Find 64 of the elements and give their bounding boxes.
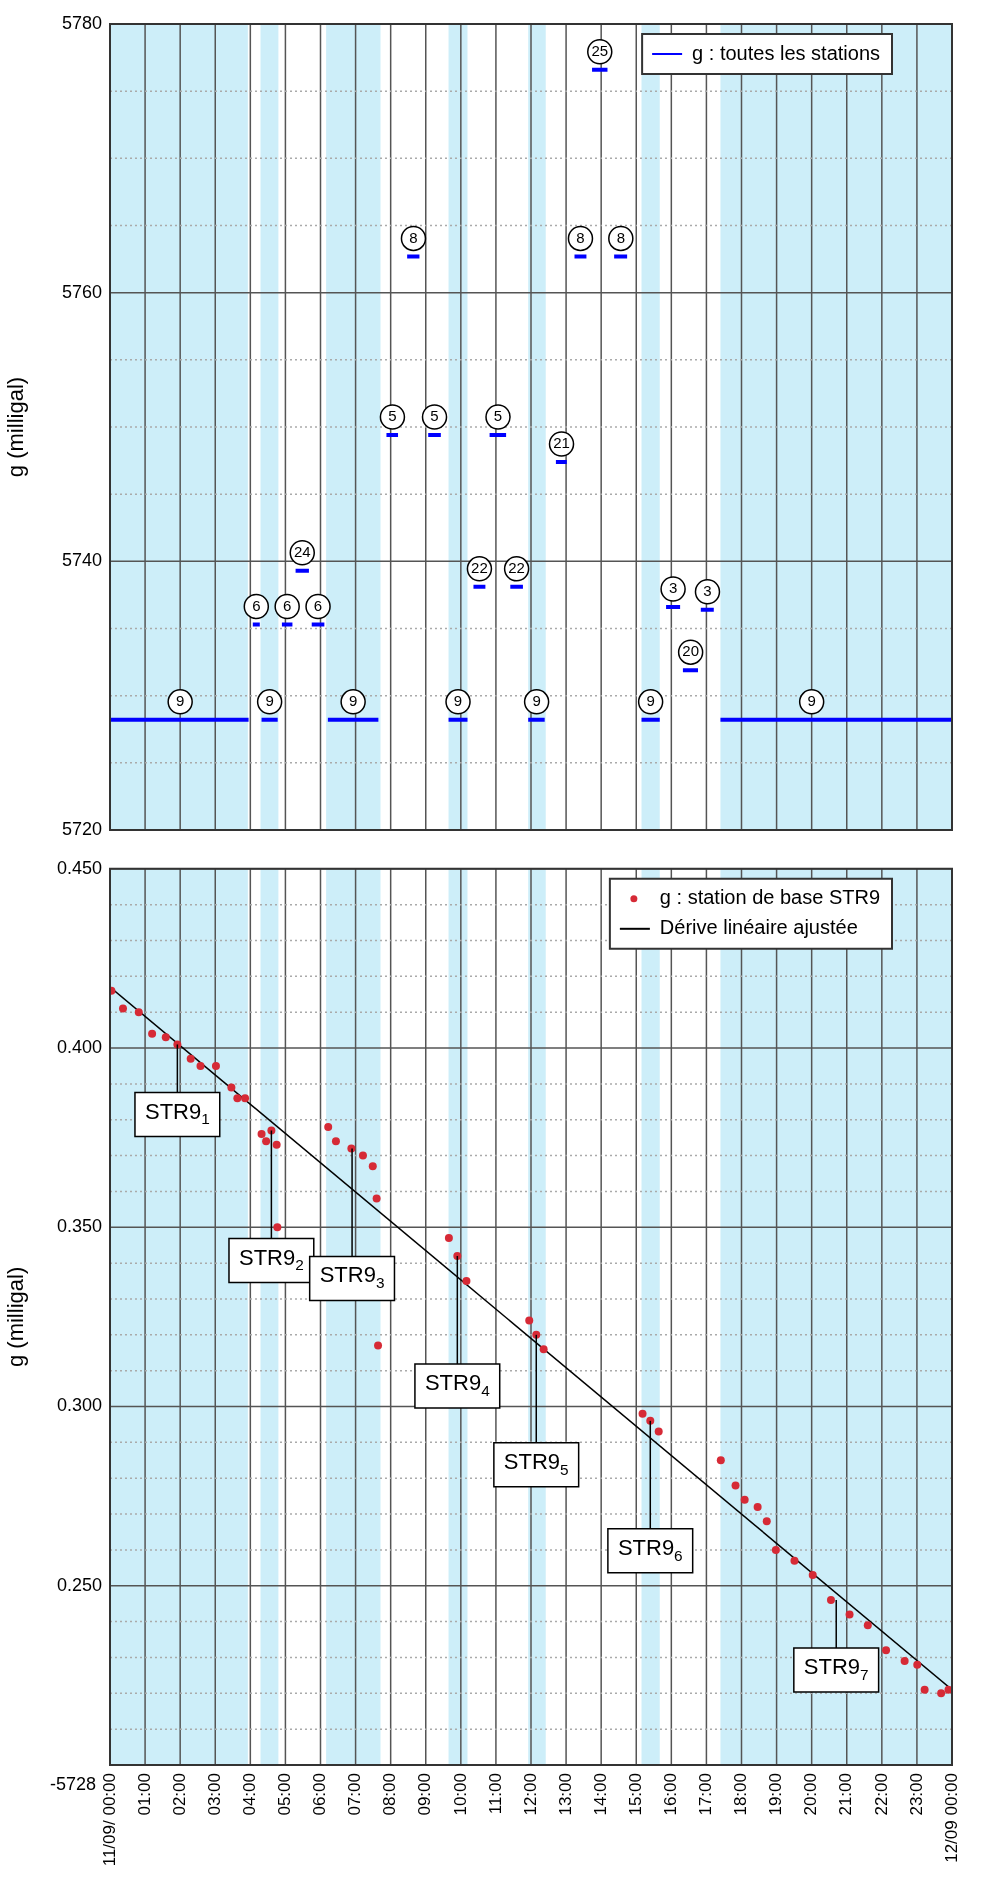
x-tick-label: 18:00 bbox=[731, 1773, 751, 1816]
annotation: 8 bbox=[616, 228, 625, 246]
x-tick-label: 15:00 bbox=[625, 1773, 645, 1816]
x-tick-label: 02:00 bbox=[169, 1773, 189, 1816]
annotation: 9 bbox=[176, 691, 185, 709]
x-tick-label: 12/09 00:00 bbox=[941, 1773, 961, 1863]
y-tick-label: 5780 bbox=[61, 12, 102, 33]
y-tick-label: 5740 bbox=[61, 550, 102, 571]
annotation: 6 bbox=[252, 596, 261, 614]
annotation: 8 bbox=[576, 228, 585, 246]
legend-label: Dérive linéaire ajustée bbox=[659, 916, 858, 939]
x-tick-label: 14:00 bbox=[590, 1773, 610, 1816]
x-tick-label: 11/09/ 00:00 bbox=[99, 1773, 119, 1867]
annotation: 6 bbox=[313, 596, 323, 614]
annotation: 9 bbox=[453, 691, 463, 709]
y-tick-label: 0.400 bbox=[56, 1037, 102, 1058]
x-tick-label: 10:00 bbox=[450, 1773, 470, 1816]
annotation: 22 bbox=[508, 559, 525, 576]
text: -5728 bbox=[49, 1773, 97, 1794]
annotation: 21 bbox=[553, 434, 570, 452]
annotation: 20 bbox=[682, 642, 699, 660]
annotation: 3 bbox=[703, 581, 712, 599]
x-tick-label: 13:00 bbox=[555, 1773, 575, 1816]
legend-label: g : toutes les stations bbox=[692, 41, 881, 64]
x-tick-label: 05:00 bbox=[275, 1773, 295, 1816]
annotation: 24 bbox=[293, 542, 311, 560]
annotation: 9 bbox=[348, 691, 358, 709]
annotation: 9 bbox=[265, 691, 274, 709]
y-tick-label: 0.250 bbox=[56, 1574, 102, 1595]
x-tick-label: 08:00 bbox=[380, 1773, 400, 1816]
x-tick-label: 20:00 bbox=[801, 1773, 821, 1816]
y-tick-label: 0.350 bbox=[56, 1216, 102, 1237]
annotation: 3 bbox=[668, 579, 678, 597]
annotation: 22 bbox=[471, 559, 488, 576]
x-tick-label: 11:00 bbox=[485, 1773, 505, 1815]
x-tick-label: 07:00 bbox=[345, 1773, 365, 1816]
x-tick-label: 16:00 bbox=[661, 1773, 681, 1816]
x-tick-label: 03:00 bbox=[204, 1773, 224, 1816]
annotation: 5 bbox=[430, 407, 439, 425]
x-tick-label: 12:00 bbox=[520, 1773, 540, 1816]
legend-label: g : station de base STR9 bbox=[659, 886, 881, 909]
x-tick-label: 22:00 bbox=[871, 1773, 891, 1816]
y-tick-label: 0.450 bbox=[56, 857, 102, 878]
annotation: 9 bbox=[807, 691, 816, 709]
x-tick-label: 17:00 bbox=[696, 1773, 716, 1816]
y-axis-title: g (milligal) bbox=[3, 376, 29, 478]
y-tick-label: 5720 bbox=[61, 818, 102, 839]
annotation: 6 bbox=[283, 596, 292, 614]
x-tick-label: 09:00 bbox=[415, 1773, 435, 1816]
annotation: 9 bbox=[646, 691, 655, 709]
annotation: 5 bbox=[388, 407, 397, 425]
annotation: 5 bbox=[493, 407, 503, 425]
y-axis-title: g (milligal) bbox=[3, 1266, 29, 1368]
annotation: 8 bbox=[409, 228, 418, 246]
annotation: 9 bbox=[532, 691, 541, 709]
x-tick-label: 23:00 bbox=[906, 1773, 926, 1816]
x-tick-label: 19:00 bbox=[766, 1773, 786, 1816]
x-tick-label: 06:00 bbox=[310, 1773, 330, 1816]
y-tick-label: 5760 bbox=[61, 281, 102, 302]
annotation: 25 bbox=[591, 41, 609, 59]
x-tick-label: 04:00 bbox=[240, 1773, 260, 1816]
x-tick-label: 21:00 bbox=[836, 1773, 856, 1816]
y-tick-label: 0.300 bbox=[56, 1395, 102, 1416]
x-tick-label: 01:00 bbox=[134, 1773, 154, 1816]
